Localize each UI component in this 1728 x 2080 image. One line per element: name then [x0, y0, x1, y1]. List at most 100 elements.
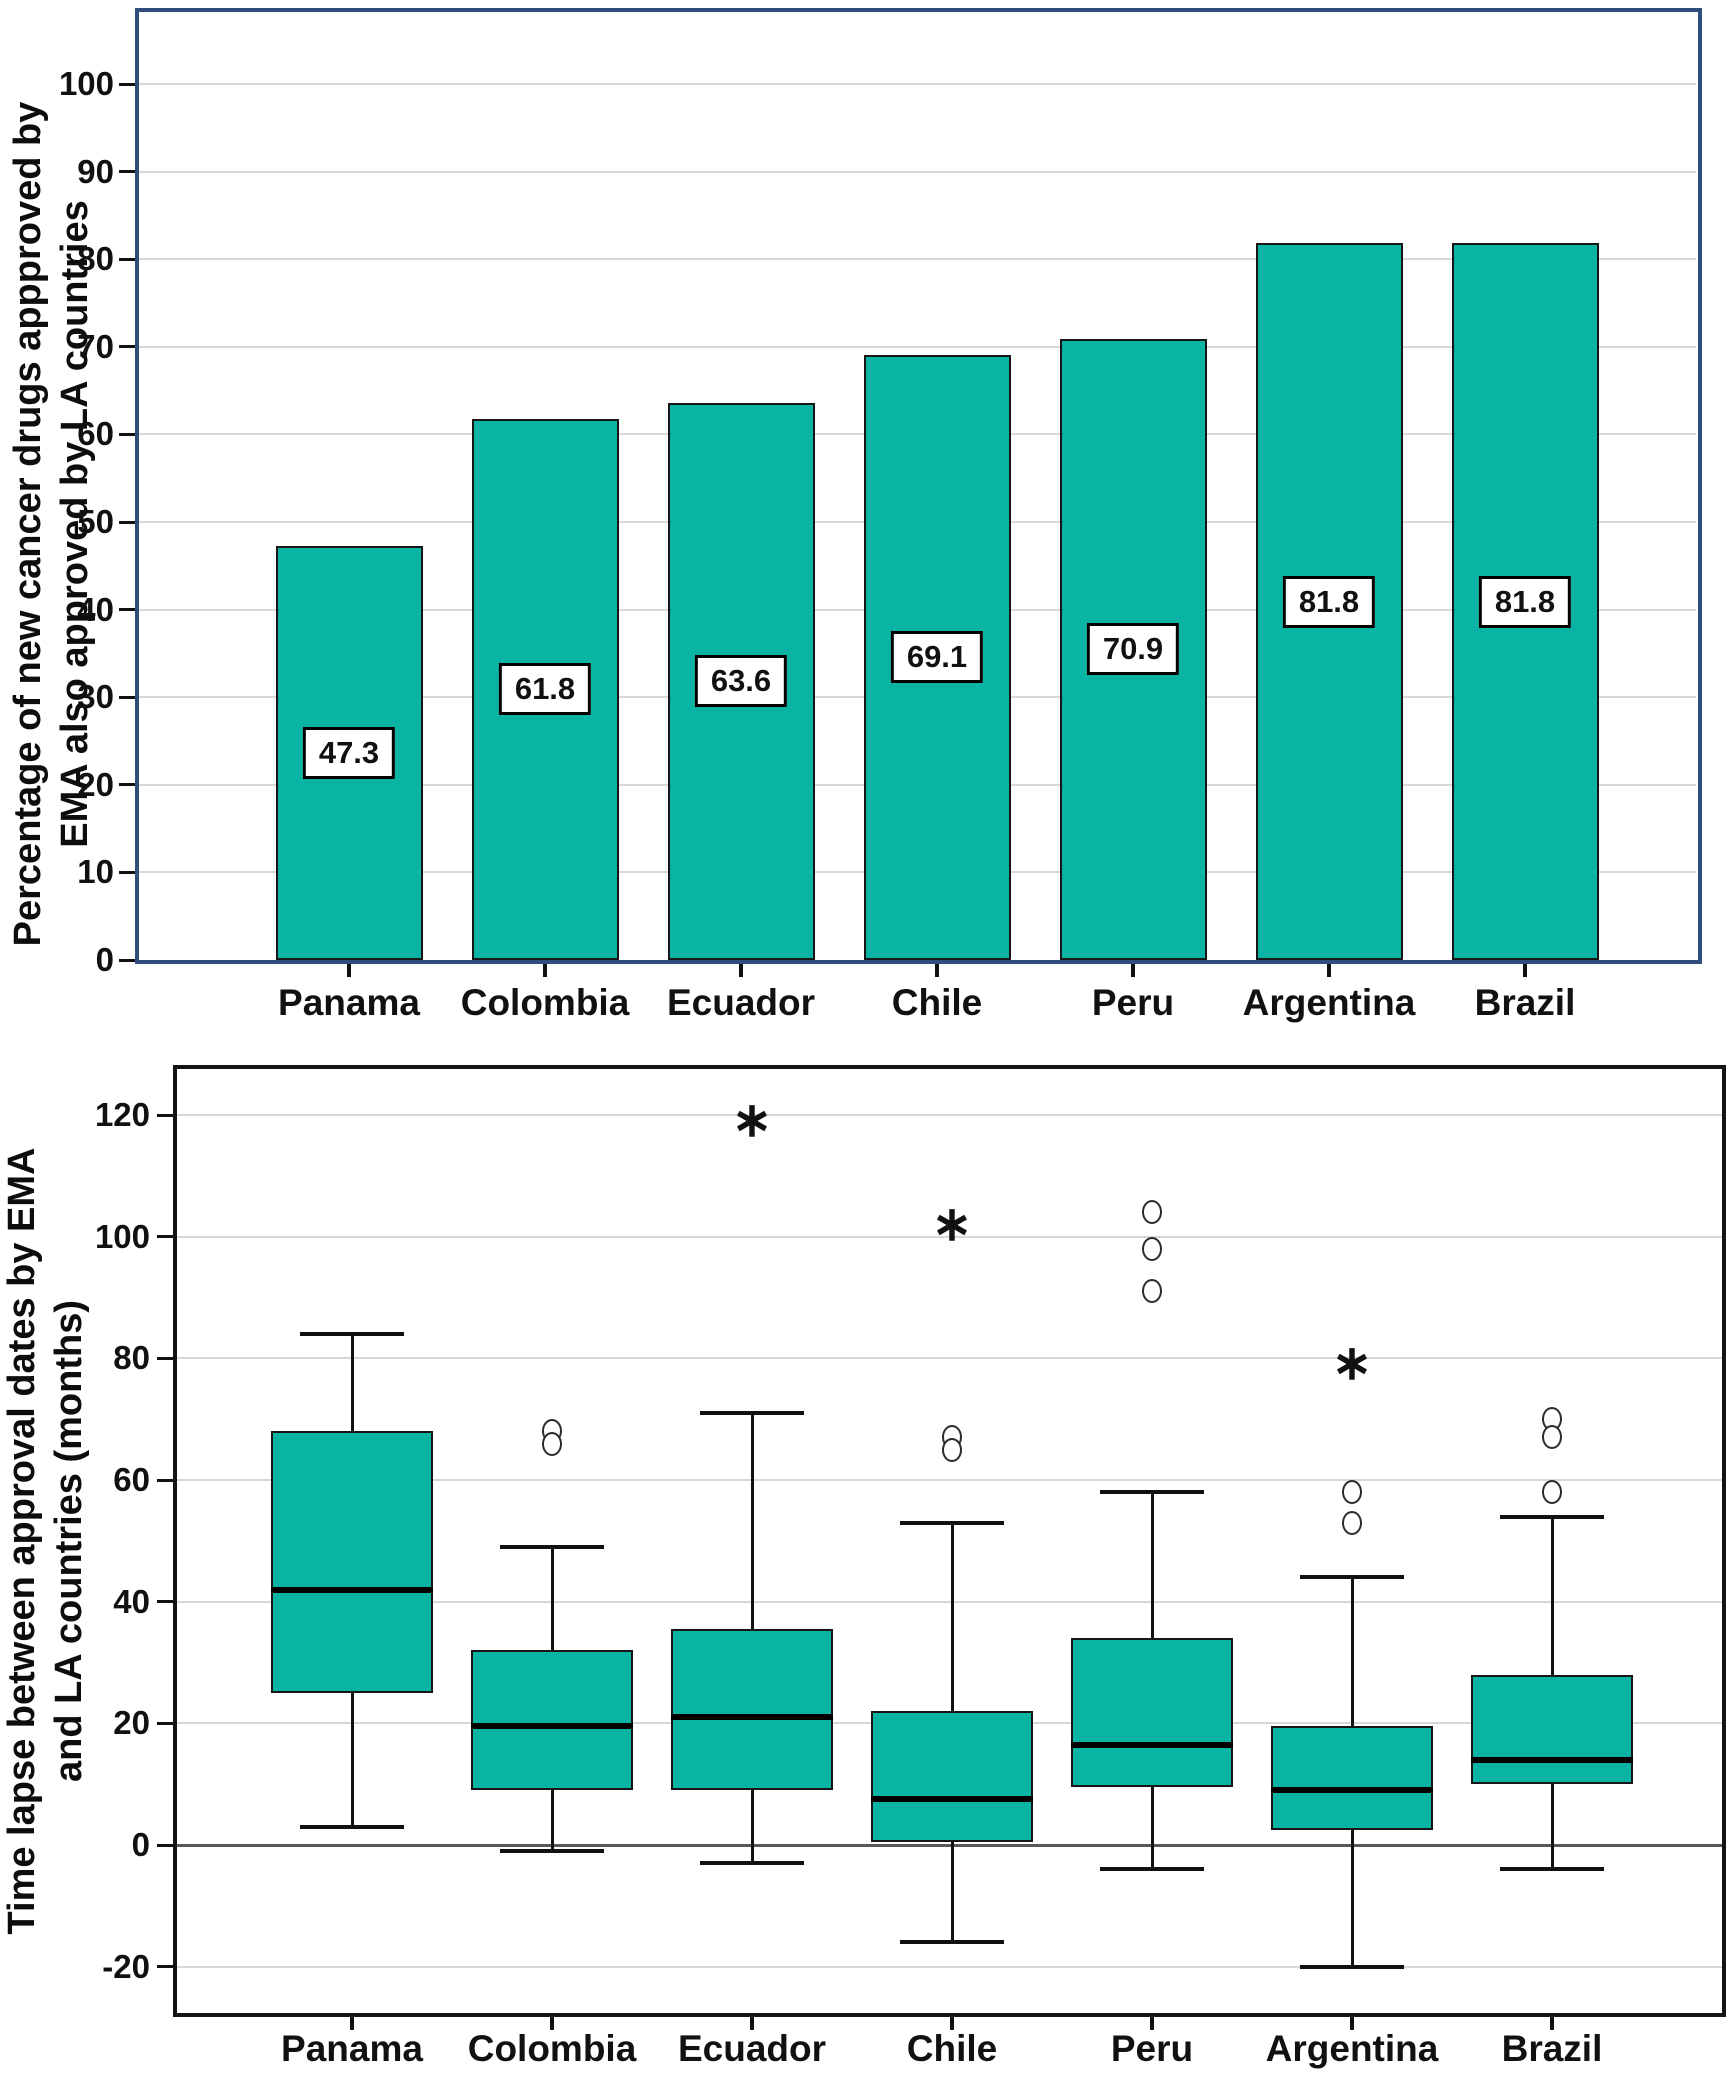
panel-a-y-tick-mark: [119, 82, 135, 86]
panel-a-x-tick-mark: [1327, 964, 1331, 977]
bar-value-label: 81.8: [1282, 575, 1376, 628]
panel-b-y-tick-label: 60: [113, 1461, 150, 1499]
bar-value-label: 81.8: [1478, 575, 1572, 628]
panel-b-gridline: [177, 1600, 1722, 1603]
panel-b-x-tick-label: Panama: [281, 2028, 423, 2069]
box-ecuador: [671, 1629, 833, 1791]
panel-a-x-tick-mark: [543, 964, 547, 977]
panel-b-x-tick-label: Ecuador: [677, 2028, 827, 2069]
panel-a-gridline: [139, 258, 1696, 261]
panel-a-x-tick-label: Peru: [1091, 982, 1175, 1023]
panel-b-y-tick-label: 100: [94, 1217, 150, 1255]
panel-b-y-tick-mark: [157, 1843, 173, 1847]
panel-a-y-tick-label: 90: [77, 152, 114, 190]
panel-a-y-tick-label: 80: [77, 240, 114, 278]
panel-a-x-tick-mark: [347, 964, 351, 977]
whisker-lower-panama: [350, 1692, 354, 1827]
whisker-cap-upper: [300, 1332, 404, 1337]
panel-a-y-tick-label: 0: [95, 941, 114, 978]
whisker-lower-colombia: [550, 1790, 554, 1852]
panel-b-x-tick-mark: [1150, 2017, 1154, 2030]
panel-a-y-tick-label: 30: [77, 678, 114, 716]
box-peru: [1071, 1638, 1233, 1788]
panel-b-x-tick-mark: [950, 2017, 954, 2030]
panel-a-y-tick-label: 50: [77, 503, 114, 540]
whisker-cap-lower: [300, 1824, 404, 1829]
panel-b-x-tick-mark: [350, 2017, 354, 2030]
panel-a-x-tick-mark: [935, 964, 939, 977]
whisker-cap-lower: [700, 1861, 804, 1866]
bar-value-label: 47.3: [302, 726, 396, 779]
whisker-cap-upper: [700, 1411, 804, 1416]
panel-b-y-tick-mark: [157, 1965, 173, 1969]
bar-value-label: 61.8: [498, 663, 592, 716]
panel-b-zero-line: [177, 1843, 1722, 1847]
outlier-circle-icon: [1142, 1236, 1162, 1261]
outlier-circle-icon: [1142, 1200, 1162, 1225]
whisker-lower-argentina: [1350, 1829, 1354, 1967]
whisker-cap-upper: [900, 1520, 1004, 1525]
panel-b-x-tick-mark: [750, 2017, 754, 2030]
panel-b-x-tick-label: Chile: [906, 2028, 998, 2069]
panel-a-y-tick-mark: [119, 520, 135, 524]
panel-a-y-tick-mark: [119, 958, 135, 962]
panel-a-gridline: [139, 345, 1696, 348]
bar-value-label: 69.1: [890, 631, 984, 684]
box-brazil: [1471, 1674, 1633, 1785]
panel-b-y-tick-mark: [157, 1235, 173, 1239]
whisker-lower-peru: [1150, 1787, 1154, 1870]
whisker-upper-argentina: [1350, 1577, 1354, 1727]
panel-a-y-tick-mark: [119, 432, 135, 436]
box-colombia: [471, 1650, 633, 1791]
whisker-upper-panama: [350, 1334, 354, 1432]
panel-b-y-tick-label: 120: [94, 1096, 150, 1134]
panel-b-gridline: [177, 1114, 1722, 1117]
outlier-circle-icon: [1542, 1425, 1562, 1450]
panel-b-y-tick-mark: [157, 1113, 173, 1117]
panel-a-y-tick-label: 20: [77, 765, 114, 803]
panel-b-y-axis-title-line2: and LA countries (months): [48, 1299, 90, 1783]
whisker-cap-lower: [1300, 1964, 1404, 1969]
outlier-star-icon: ∗: [1331, 1337, 1373, 1391]
panel-b-x-tick-label: Argentina: [1265, 2028, 1439, 2069]
panel-b-y-tick-mark: [157, 1721, 173, 1725]
whisker-upper-colombia: [550, 1546, 554, 1651]
whisker-upper-peru: [1150, 1492, 1154, 1639]
outlier-star-icon: ∗: [731, 1094, 773, 1148]
whisker-cap-upper: [1100, 1490, 1204, 1495]
panel-a-y-tick-mark: [119, 257, 135, 261]
panel-a-y-tick-mark: [119, 870, 135, 874]
panel-b-y-tick-mark: [157, 1356, 173, 1360]
bar-value-label: 70.9: [1086, 623, 1180, 676]
whisker-cap-lower: [1500, 1867, 1604, 1872]
outlier-circle-icon: [1342, 1480, 1362, 1505]
panel-b-x-tick-label: Peru: [1110, 2028, 1194, 2069]
panel-b-gridline: [177, 1357, 1722, 1360]
whisker-cap-upper: [1500, 1514, 1604, 1519]
panel-b-y-axis-title: Time lapse between approval dates by EMA…: [0, 1148, 93, 1935]
panel-b-gridline: [177, 1479, 1722, 1482]
panel-a-x-tick-label: Brazil: [1474, 982, 1576, 1023]
panel-a-x-tick-mark: [1131, 964, 1135, 977]
panel-a-gridline: [139, 83, 1696, 85]
median-line-chile: [871, 1796, 1033, 1803]
whisker-lower-brazil: [1550, 1784, 1554, 1870]
panel-a-y-tick-mark: [119, 170, 135, 174]
panel-a-y-tick-label: 40: [77, 590, 114, 628]
panel-a-y-tick-label: 70: [77, 327, 114, 365]
panel-b-y-axis-title-line1: Time lapse between approval dates by EMA: [1, 1147, 43, 1935]
panel-b-y-tick-label: 0: [131, 1826, 150, 1863]
median-line-brazil: [1471, 1756, 1633, 1763]
panel-a-x-tick-mark: [739, 964, 743, 977]
outlier-circle-icon: [1142, 1279, 1162, 1304]
median-line-panama: [271, 1586, 433, 1593]
whisker-upper-brazil: [1550, 1516, 1554, 1675]
panel-a-y-tick-mark: [119, 608, 135, 612]
median-line-ecuador: [671, 1714, 833, 1721]
panel-b-x-tick-label: Colombia: [467, 2028, 637, 2069]
panel-a-x-tick-label: Colombia: [460, 982, 630, 1023]
median-line-peru: [1071, 1741, 1233, 1748]
panel-a-y-tick-label: 60: [77, 415, 114, 453]
panel-a-x-tick-label: Argentina: [1242, 982, 1416, 1023]
